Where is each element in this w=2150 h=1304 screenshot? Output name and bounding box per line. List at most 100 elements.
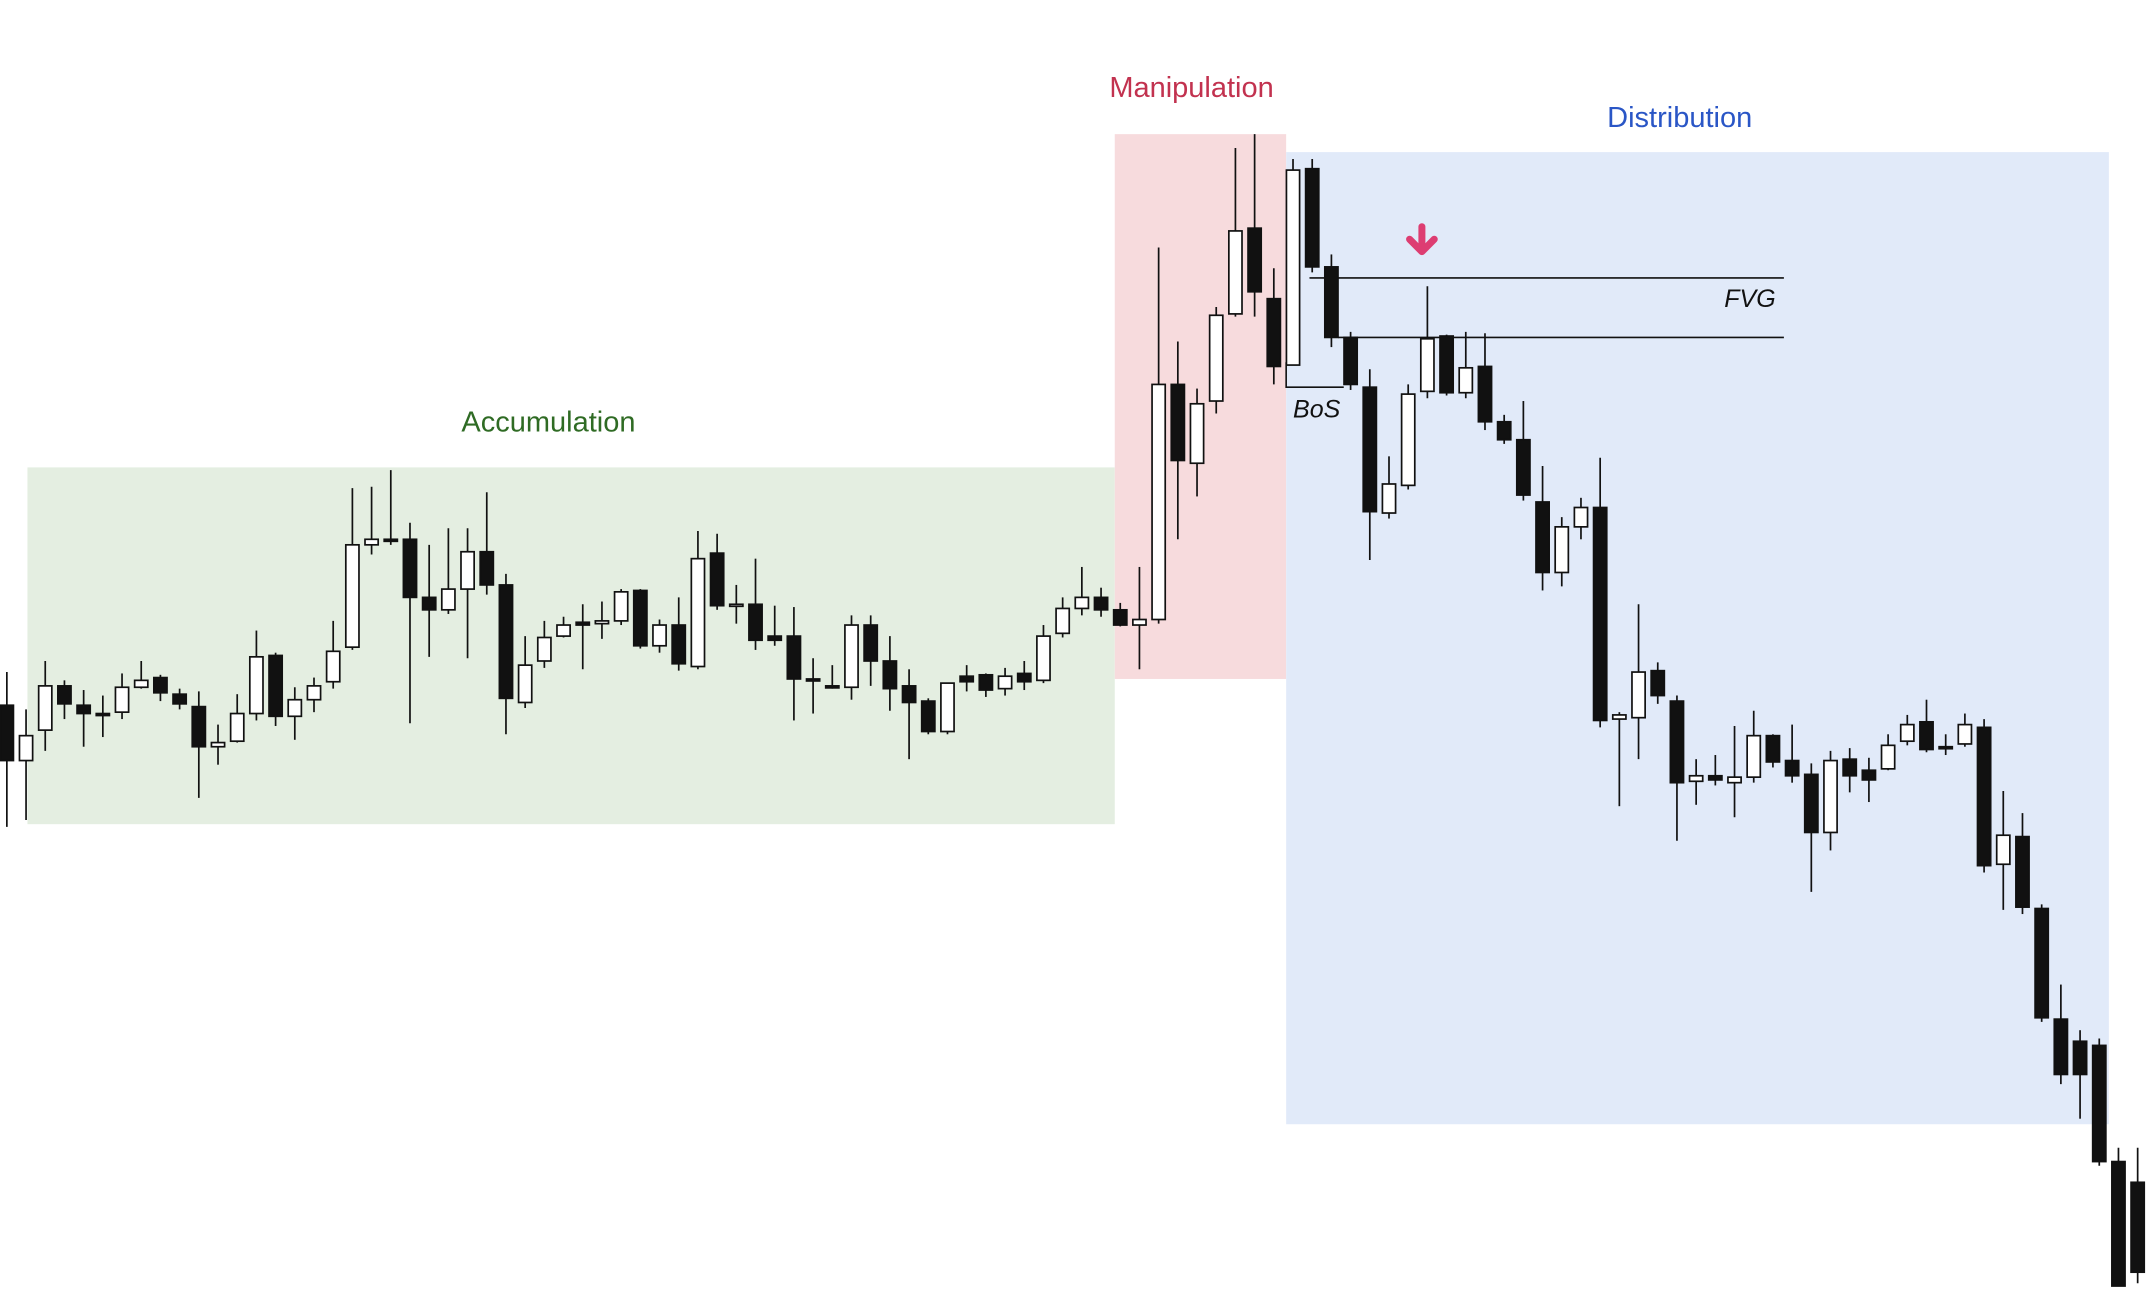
candle-body — [1669, 700, 1685, 784]
bullish-candle — [37, 660, 53, 751]
bearish-candle — [57, 680, 72, 720]
candle-body — [1592, 506, 1608, 722]
candle-body — [1093, 596, 1109, 611]
candle-body — [1496, 420, 1512, 441]
candle-body — [844, 624, 859, 689]
candle-body — [325, 650, 341, 683]
bearish-candle — [2130, 1147, 2146, 1284]
candle-body — [229, 712, 245, 743]
candle-body — [1477, 365, 1493, 423]
bearish-candle — [2072, 1030, 2088, 1119]
candle-body — [1573, 506, 1589, 528]
bullish-candle — [1746, 710, 1762, 783]
candle-body — [1266, 297, 1282, 368]
candle-body — [2015, 835, 2030, 908]
bullish-candle — [1419, 286, 1435, 399]
bearish-candle — [1496, 414, 1512, 444]
bullish-candle — [536, 620, 552, 668]
candle-body — [1957, 723, 1973, 745]
candle-body — [498, 584, 514, 700]
candle-body — [2091, 1044, 2107, 1163]
bearish-candle — [1323, 254, 1339, 348]
candle-body — [440, 588, 456, 611]
bullish-candle — [652, 619, 667, 653]
candle-body — [997, 675, 1013, 690]
bullish-candle — [229, 694, 245, 743]
bullish-candle — [1208, 306, 1224, 414]
accumulation-zone — [27, 467, 1115, 825]
bullish-candle — [18, 709, 34, 821]
bullish-candle — [556, 616, 571, 638]
candle-body — [786, 635, 802, 680]
bullish-candle — [133, 660, 149, 689]
candle-body — [1631, 671, 1646, 719]
bullish-candle — [1189, 388, 1205, 497]
bearish-candle — [2091, 1038, 2107, 1166]
bullish-candle — [1823, 750, 1838, 851]
zones-layer: Accumulation Manipulation Distribution — [27, 72, 2109, 1125]
candle-body — [2130, 1181, 2146, 1274]
bearish-candle — [1861, 757, 1877, 803]
bearish-candle — [1592, 457, 1608, 728]
candle-body — [1707, 774, 1723, 781]
bullish-candle — [1151, 247, 1167, 624]
candle-body — [479, 550, 495, 586]
bearish-candle — [2053, 984, 2069, 1085]
bullish-candle — [1573, 497, 1589, 540]
candle-body — [959, 675, 975, 683]
candle-body — [1036, 635, 1051, 682]
bullish-candle — [1688, 759, 1704, 805]
bearish-candle — [824, 665, 840, 689]
candle-body — [575, 621, 591, 626]
candle-body — [613, 590, 629, 622]
arrow-head — [1406, 235, 1438, 256]
bearish-candle — [2111, 1147, 2126, 1287]
bullish-candle — [517, 636, 533, 709]
candle-body — [1170, 383, 1186, 462]
candle-body — [1227, 230, 1243, 315]
candle-body — [1381, 483, 1397, 514]
candle-body — [556, 624, 571, 637]
bullish-candle — [940, 682, 955, 735]
candle-body — [709, 552, 725, 607]
candle-body — [248, 655, 264, 715]
candle-body — [1995, 834, 2011, 866]
bearish-candle — [748, 558, 763, 650]
candle-body — [1458, 366, 1474, 394]
bearish-candle — [1362, 369, 1378, 561]
candle-body — [671, 624, 687, 665]
bearish-candle — [1439, 334, 1455, 396]
bearish-candle — [1170, 341, 1186, 540]
bearish-candle — [882, 636, 898, 711]
candle-body — [632, 589, 648, 647]
bearish-candle — [632, 589, 648, 649]
bos-label: BoS — [1293, 396, 1341, 424]
candle-body — [344, 543, 360, 649]
bullish-candle — [728, 584, 744, 624]
candle-body — [1976, 726, 1992, 867]
candle-body — [1208, 314, 1224, 402]
bearish-candle — [479, 492, 495, 595]
candle-body — [133, 679, 149, 689]
bullish-candle — [1036, 625, 1051, 684]
bearish-candle — [786, 607, 802, 721]
candle-body — [18, 734, 34, 762]
bearish-candle — [172, 688, 188, 710]
bullish-candle — [1400, 384, 1416, 490]
bearish-candle — [1535, 466, 1551, 591]
candle-body — [748, 603, 763, 642]
bullish-candle — [306, 677, 322, 713]
accumulation-label: Accumulation — [461, 406, 635, 438]
bearish-candle — [1976, 719, 1992, 873]
candle-body — [1074, 596, 1090, 610]
candle-body — [978, 673, 994, 691]
bullish-candle — [1631, 604, 1646, 760]
bullish-candle — [1727, 725, 1742, 818]
candle-body — [191, 705, 207, 748]
candle-body — [536, 636, 552, 662]
bullish-candle — [690, 531, 706, 670]
bearish-candle — [1842, 748, 1858, 793]
candle-body — [1803, 773, 1819, 834]
candle-body — [287, 698, 303, 718]
candle-body — [1055, 607, 1071, 635]
